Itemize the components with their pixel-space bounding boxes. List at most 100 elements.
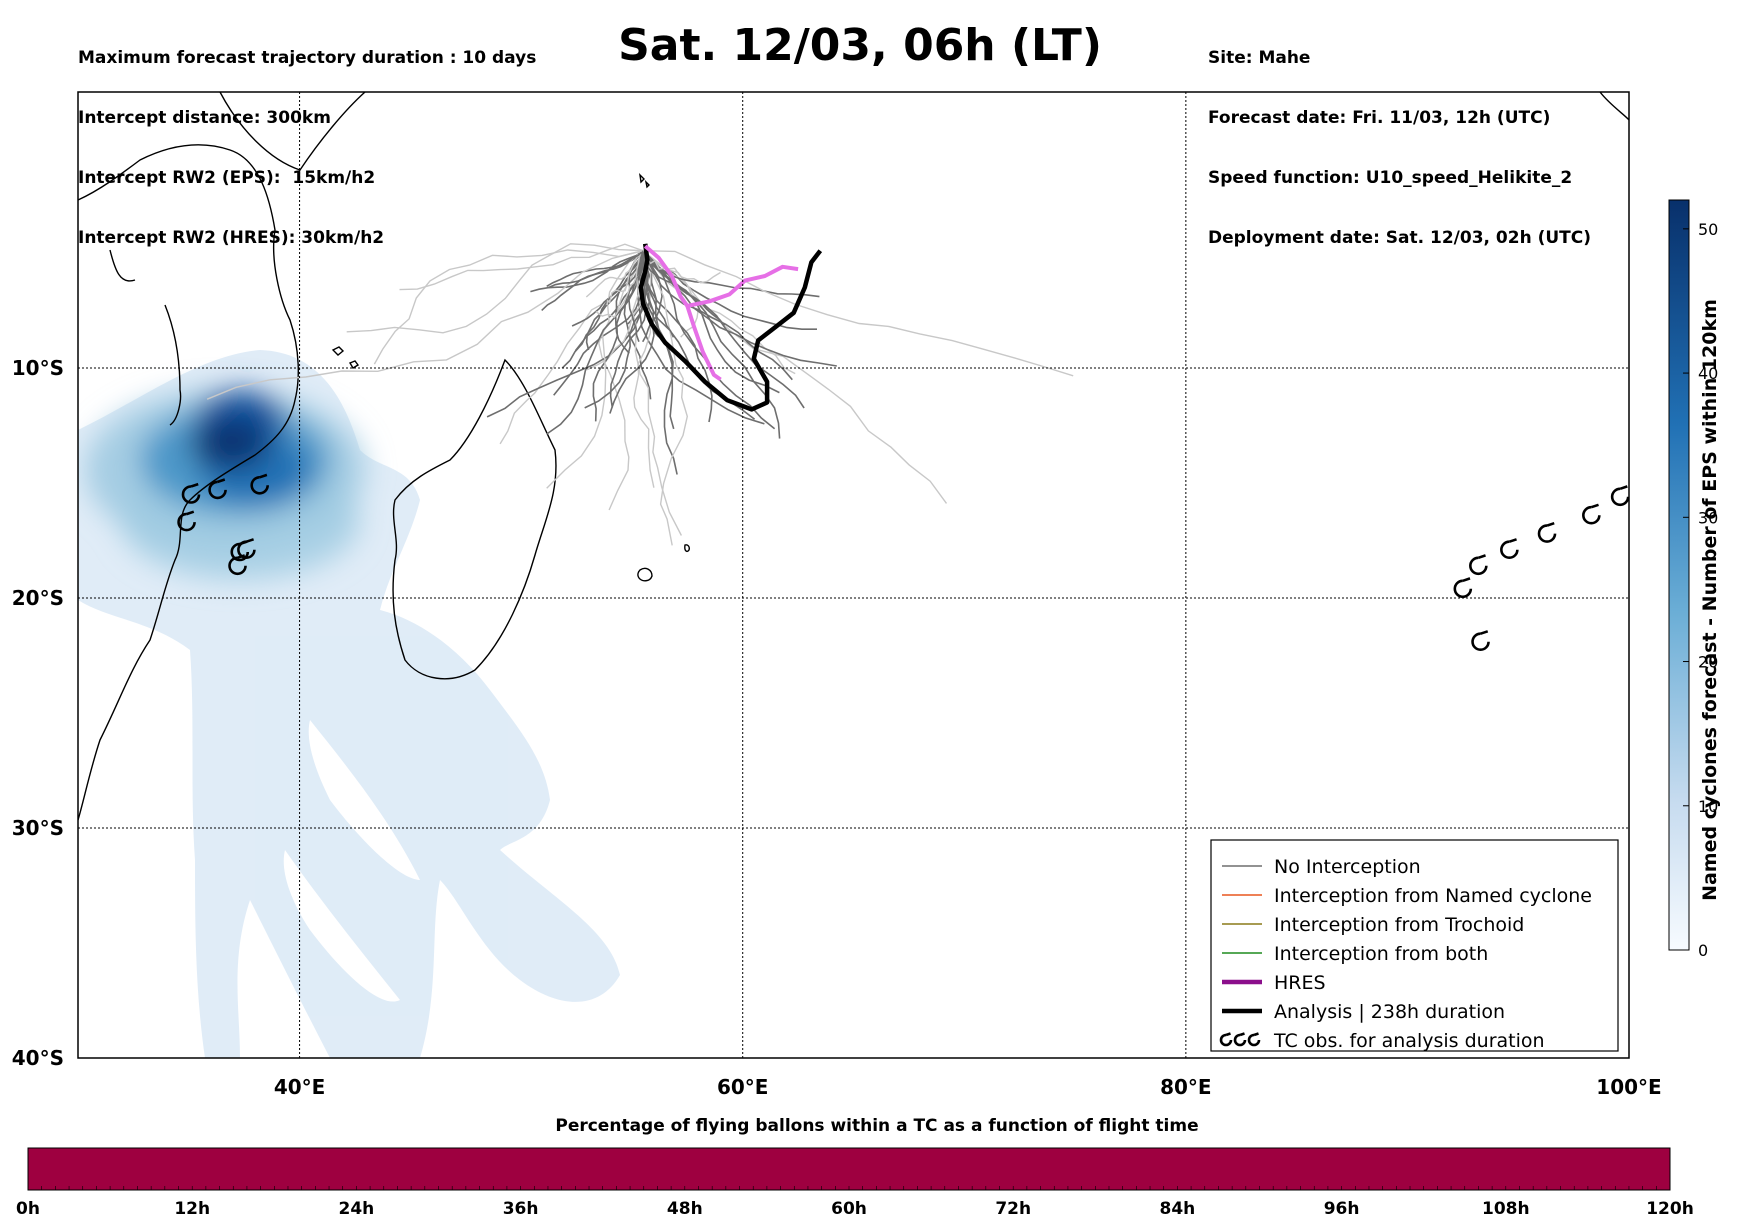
right-colorbar-label: Named cyclones forecast - Number of EPS … [1699, 299, 1721, 901]
tc-symbol-icon [1610, 485, 1629, 507]
tc-observation-markers [177, 473, 1629, 651]
legend-label: TC obs. for analysis duration [1273, 1030, 1545, 1052]
eps-trajectory [584, 250, 648, 409]
bottom-tick-label: 84h [1160, 1199, 1196, 1219]
legend-label: HRES [1274, 972, 1326, 994]
bottom-colorbar-title: Percentage of flying ballons within a TC… [555, 1116, 1199, 1136]
header-line: Intercept RW2 (HRES): 30km/h2 [78, 228, 385, 248]
legend-label: Interception from Trochoid [1274, 914, 1524, 936]
eps-trajectory [598, 250, 644, 511]
bottom-tick-label: 60h [831, 1199, 867, 1219]
eps-trajectory [642, 250, 837, 367]
right-colorbar-gradient [1668, 199, 1690, 951]
eps-trajectory [373, 249, 644, 365]
bottom-colorbar-bar [27, 1147, 1671, 1191]
map-gridlines [78, 92, 1629, 1058]
eps-trajectory [609, 250, 655, 414]
eps-trajectory [642, 250, 948, 504]
header-info-right: Site: Mahe Forecast date: Fri. 11/03, 12… [1208, 8, 1591, 268]
lon-tick-label: 40°E [274, 1075, 326, 1099]
lat-tick-label: 10°S [12, 356, 64, 380]
eps-trajectory [642, 250, 689, 546]
eps-trajectory [642, 250, 793, 381]
latitude-labels: 10°S 20°S 30°S 40°S [12, 356, 64, 1070]
eps-trajectory [546, 250, 644, 489]
legend-label: Analysis | 238h duration [1274, 1001, 1505, 1023]
legend-item: Analysis | 238h duration [1222, 1001, 1505, 1023]
header-line: Maximum forecast trajectory duration : 1… [78, 48, 537, 68]
tc-symbol-icon [1471, 630, 1490, 651]
header-line: Speed function: U10_speed_Helikite_2 [1208, 168, 1573, 188]
legend-item: Interception from Trochoid [1222, 914, 1524, 936]
eps-trajectory [399, 243, 644, 291]
legend-item: Interception from Named cyclone [1222, 885, 1592, 907]
bottom-tick-label: 12h [174, 1199, 210, 1219]
colorbar-tick-label: 40 [1698, 364, 1718, 383]
eps-trajectory [642, 250, 721, 284]
header-line: Deployment date: Sat. 12/03, 02h (UTC) [1208, 228, 1592, 248]
lake-tanganyika [109, 249, 136, 282]
eps-trajectory [641, 250, 675, 338]
lon-tick-label: 60°E [717, 1075, 769, 1099]
eps-trajectory [642, 250, 1074, 377]
colorbar-tick-label: 10 [1698, 797, 1718, 816]
legend-label: Interception from both [1274, 943, 1488, 965]
tc-symbol-icon [177, 510, 196, 532]
analysis-track [638, 243, 823, 412]
lat-tick-label: 30°S [12, 816, 64, 840]
tc-symbol-icon [1247, 1032, 1261, 1047]
bottom-tick-label: 36h [503, 1199, 539, 1219]
legend: No Interception Interception from Named c… [1210, 839, 1619, 1052]
legend-label: Interception from Named cyclone [1274, 885, 1592, 907]
eps-trajectory [546, 250, 644, 435]
cyclone-density-field [78, 350, 620, 1058]
seychelles [639, 173, 650, 189]
bottom-tick-label: 120h [1646, 1199, 1694, 1219]
bottom-tick-label: 48h [667, 1199, 703, 1219]
tc-symbol-icon [1233, 1032, 1247, 1047]
eps-trajectory [631, 250, 683, 536]
header-line: Forecast date: Fri. 11/03, 12h (UTC) [1208, 108, 1551, 128]
lat-tick-label: 20°S [12, 586, 64, 610]
lon-tick-label: 80°E [1160, 1075, 1212, 1099]
arabia-edge [1599, 92, 1629, 121]
bottom-tick-label: 72h [995, 1199, 1031, 1219]
legend-item: Interception from both [1222, 943, 1488, 965]
tc-symbol-icon [1537, 521, 1557, 543]
eps-trajectory [641, 250, 663, 343]
madagascar-coast [392, 358, 557, 680]
eps-trajectory [530, 250, 644, 293]
bottom-tick-label: 108h [1482, 1199, 1530, 1219]
legend-item: TC obs. for analysis duration [1219, 1030, 1545, 1052]
bottom-tick-label: 0h [16, 1199, 40, 1219]
eps-trajectories [206, 243, 1074, 546]
tc-symbol-icon [1453, 577, 1473, 599]
tc-symbol-icon [1582, 503, 1601, 525]
header-line: Intercept RW2 (EPS): 15km/h2 [78, 168, 376, 188]
bottom-tick-label: 96h [1324, 1199, 1360, 1219]
comoros [331, 346, 360, 369]
legend-box [1210, 839, 1619, 1052]
header-line: Intercept distance: 300km [78, 108, 331, 128]
header-line: Site: Mahe [1208, 48, 1311, 68]
lon-tick-label: 100°E [1596, 1075, 1661, 1099]
colorbar-tick-label: 20 [1698, 653, 1718, 672]
tc-symbol-icon [250, 473, 269, 495]
legend-item: HRES [1222, 972, 1326, 994]
eps-trajectory [642, 250, 678, 475]
lake-malawi [164, 304, 182, 426]
legend-label: No Interception [1274, 856, 1421, 878]
header-info-left: Maximum forecast trajectory duration : 1… [78, 8, 536, 268]
hres-track-branch [686, 264, 799, 308]
map-frame [77, 91, 1630, 1059]
tc-symbol-icon [181, 482, 201, 504]
tc-symbol-icon [1219, 1032, 1233, 1047]
legend-item: No Interception [1222, 856, 1421, 878]
eps-trajectory [642, 250, 820, 298]
bottom-colorbar: 0h 12h 24h 36h 48h 60h 72h 84h 96h 108h 120h [16, 1147, 1694, 1219]
eps-trajectory [499, 250, 644, 445]
right-colorbar: 0 10 20 30 40 50 [1668, 199, 1718, 960]
colorbar-tick-label: 0 [1698, 941, 1708, 960]
eps-trajectory [346, 243, 644, 334]
